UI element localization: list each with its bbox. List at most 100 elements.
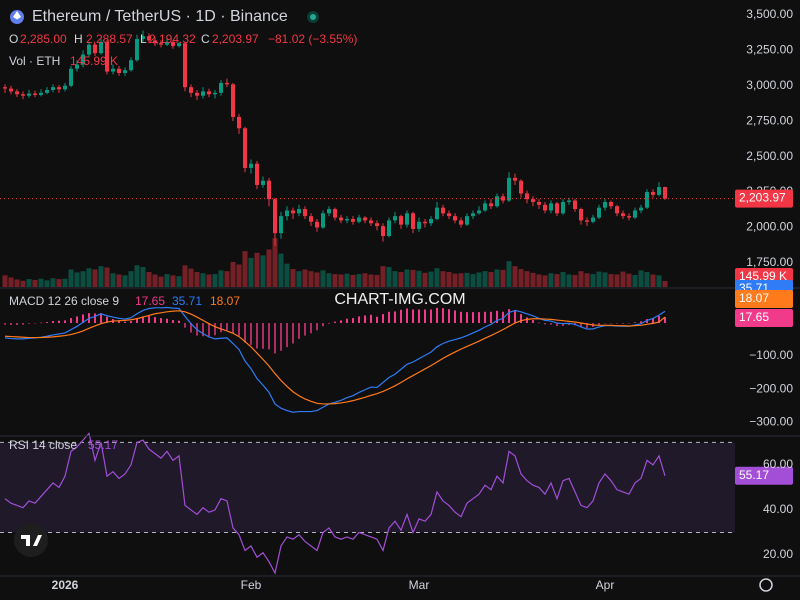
volume-bar <box>242 251 248 287</box>
volume-bar <box>476 272 482 287</box>
volume-bar <box>596 271 602 287</box>
volume-bar <box>632 274 638 287</box>
histogram-bar <box>40 322 42 324</box>
histogram-bar <box>28 323 30 324</box>
histogram-bar <box>430 309 432 324</box>
histogram-bar <box>256 323 258 349</box>
candle-body <box>393 216 397 221</box>
histogram-bar <box>526 317 528 324</box>
volume-bar <box>170 275 176 287</box>
histogram-bar <box>502 311 504 324</box>
candle-body <box>387 220 391 236</box>
candle-body <box>459 220 463 225</box>
candle-body <box>219 82 223 93</box>
macd-key: MACD 12 26 close 9 <box>9 294 119 308</box>
histogram-bar <box>448 309 450 324</box>
histogram-bar <box>508 309 510 324</box>
histogram-bar <box>142 316 144 324</box>
logo[interactable] <box>14 523 48 557</box>
histogram-bar <box>238 323 240 336</box>
histogram-bar <box>16 323 18 326</box>
ohlc-value: 2,285.00 <box>20 32 67 46</box>
rsi-value: 55.17 <box>88 438 118 452</box>
candle-body <box>645 192 649 208</box>
candle-body <box>621 213 625 217</box>
candle-body <box>267 180 271 200</box>
candle-body <box>87 44 91 55</box>
candle-body <box>9 88 13 92</box>
histogram-bar <box>100 313 102 324</box>
volume-bar <box>650 274 656 287</box>
candle-body <box>117 68 121 73</box>
volume-bar <box>176 276 182 287</box>
volume-bar <box>68 269 74 287</box>
volume-bar <box>656 275 662 287</box>
histogram-bar <box>484 311 486 324</box>
histogram-bar <box>124 321 126 324</box>
histogram-bar <box>538 322 540 324</box>
candle-body <box>27 93 31 96</box>
histogram-bar <box>346 318 348 324</box>
volume-bar <box>560 272 566 287</box>
watermark: CHART-IMG.COM <box>334 291 465 308</box>
candle-body <box>291 210 295 214</box>
candle-body <box>411 213 415 229</box>
volume-bar <box>572 274 578 287</box>
histogram-bar <box>262 323 264 349</box>
candle-body <box>417 221 421 229</box>
candle-body <box>183 43 187 88</box>
volume-bar <box>578 271 584 287</box>
volume-bar <box>344 273 350 287</box>
ohlc-key: L <box>140 32 147 46</box>
histogram-bar <box>118 320 120 324</box>
histogram-bar <box>454 310 456 324</box>
volume-bar <box>272 238 278 287</box>
volume-bar <box>542 275 548 287</box>
volume-bar <box>32 279 38 287</box>
histogram-bar <box>208 323 210 337</box>
macd-line <box>4 306 666 413</box>
candle-body <box>333 209 337 218</box>
candle-body <box>3 87 7 89</box>
histogram-bar <box>286 323 288 348</box>
volume-bar <box>566 274 572 287</box>
candle-body <box>195 92 199 96</box>
x-tick-label: 2026 <box>52 578 79 592</box>
settings-icon[interactable] <box>759 578 773 592</box>
histogram-bar <box>46 322 48 324</box>
candle-body <box>45 89 49 93</box>
histogram-bar <box>472 312 474 324</box>
histogram-bar <box>358 316 360 324</box>
candle-body <box>21 94 25 96</box>
candle-body <box>75 64 79 69</box>
volume-bar <box>518 269 524 287</box>
histogram-bar <box>652 318 654 324</box>
candle-body <box>633 210 637 218</box>
volume-bar <box>338 274 344 287</box>
histogram-bar <box>340 320 342 324</box>
volume-bar <box>404 269 410 287</box>
histogram-bar <box>460 311 462 324</box>
price-tag: 2,203.97 <box>739 191 786 205</box>
histogram-bar <box>184 323 186 328</box>
y-tick-label: 60.00 <box>763 457 793 471</box>
histogram-bar <box>604 323 606 324</box>
volume-bar <box>548 273 554 287</box>
candle-body <box>93 44 97 54</box>
candle-body <box>213 92 217 95</box>
histogram-bar <box>658 316 660 324</box>
volume-bar <box>212 274 218 287</box>
candle-body <box>639 207 643 211</box>
candle-body <box>129 60 133 71</box>
histogram-bar <box>400 309 402 324</box>
candle-body <box>135 38 139 61</box>
macd-tag: 17.65 <box>739 310 769 324</box>
volume-bar <box>20 280 26 287</box>
histogram-bar <box>394 311 396 324</box>
rsi-tag-bg <box>735 466 793 485</box>
volume-bar <box>410 269 416 287</box>
histogram-bar <box>220 323 222 333</box>
price-tag-bg <box>735 189 793 208</box>
volume-bar <box>458 273 464 287</box>
histogram-bar <box>478 312 480 324</box>
